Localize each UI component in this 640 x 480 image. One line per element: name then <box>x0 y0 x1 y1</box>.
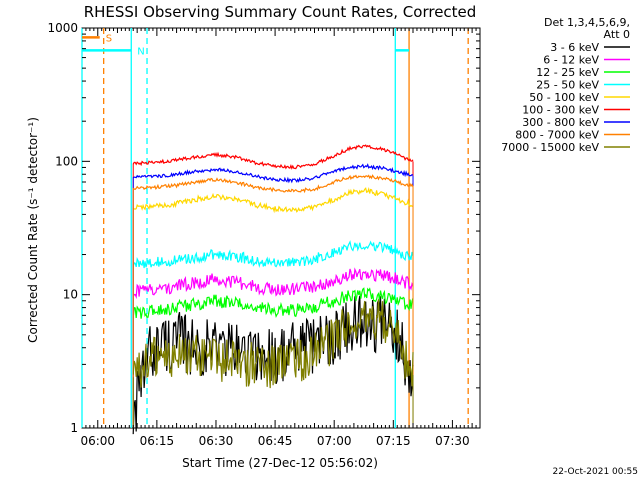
series-line <box>133 163 414 184</box>
x-tick-label: 07:00 <box>317 434 352 448</box>
series-line <box>132 240 414 269</box>
legend-label: 25 - 50 keV <box>536 79 599 92</box>
legend-label: 6 - 12 keV <box>543 54 599 67</box>
y-axis-label: Corrected Count Rate (s⁻¹ detector⁻¹) <box>26 117 40 343</box>
chart-title: RHESSI Observing Summary Count Rates, Co… <box>84 3 477 21</box>
flag-label: S <box>106 33 112 44</box>
series-line <box>132 174 414 194</box>
legend-header-line-2: Att 0 <box>604 28 630 41</box>
legend-header-line-1: Det 1,3,4,5,6,9, <box>544 16 630 29</box>
marker-layer: SN <box>82 33 410 57</box>
series-line <box>133 187 414 214</box>
x-axis-ticks: 06:00 06:15 06:30 06:45 07:00 07:15 07:30 <box>80 28 477 448</box>
series-line <box>132 267 414 300</box>
legend-label: 7000 - 15000 keV <box>501 141 599 154</box>
x-tick-label: 06:30 <box>199 434 234 448</box>
y-tick-label: 100 <box>55 154 78 168</box>
legend-label: 800 - 7000 keV <box>515 129 599 142</box>
y-tick-label: 1 <box>70 421 78 435</box>
legend-label: 300 - 800 keV <box>522 116 599 129</box>
x-tick-label: 06:15 <box>140 434 175 448</box>
legend-label: 50 - 100 keV <box>529 91 599 104</box>
x-tick-label: 07:30 <box>435 434 470 448</box>
series-line <box>132 144 414 170</box>
legend-label: 3 - 6 keV <box>550 41 599 54</box>
generated-timestamp: 22-Oct-2021 00:55 <box>553 467 638 477</box>
flag-label: N <box>137 46 144 57</box>
x-tick-label: 07:15 <box>376 434 411 448</box>
series-line <box>132 287 414 319</box>
y-tick-label: 1000 <box>47 21 78 35</box>
y-axis-ticks: 1 10 100 1000 <box>47 21 480 435</box>
y-tick-label: 10 <box>63 288 78 302</box>
x-axis-label: Start Time (27-Dec-12 05:56:02) <box>182 456 378 470</box>
x-tick-label: 06:00 <box>80 434 115 448</box>
series-layer <box>132 144 414 435</box>
series-line <box>132 299 414 389</box>
legend-label: 12 - 25 keV <box>536 66 599 79</box>
legend-label: 100 - 300 keV <box>522 104 599 117</box>
x-tick-label: 06:45 <box>258 434 293 448</box>
